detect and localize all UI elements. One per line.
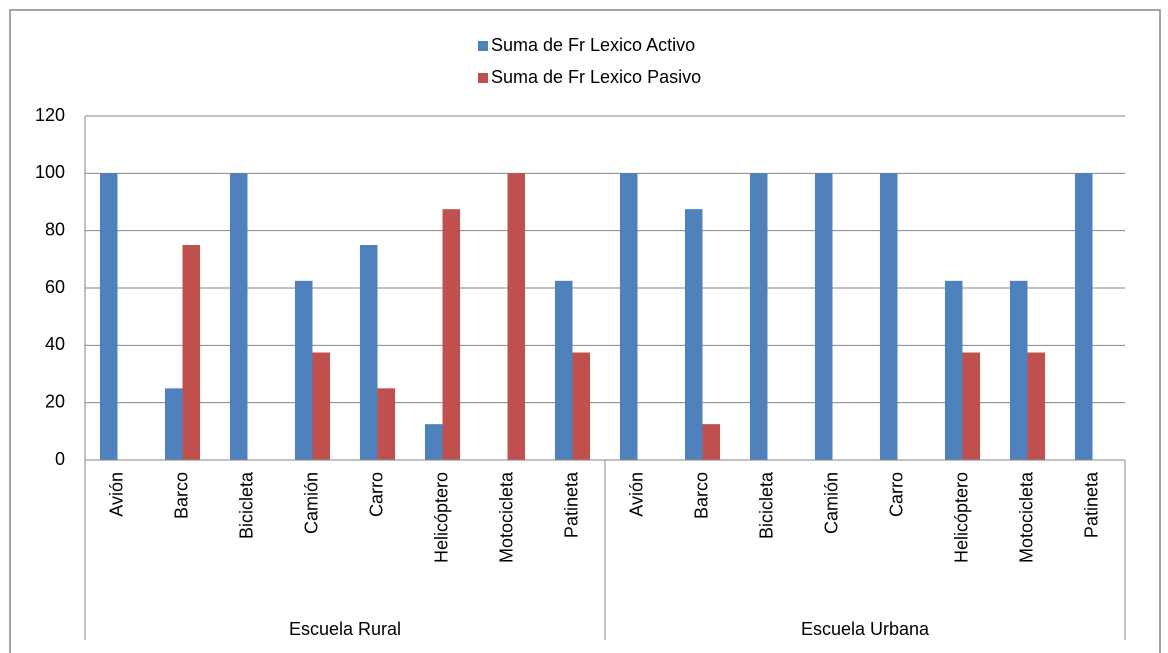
y-tick-label: 80 (45, 219, 65, 239)
y-tick-label: 100 (35, 162, 65, 182)
bar (442, 209, 461, 460)
bar (377, 388, 396, 460)
bar (294, 280, 313, 460)
bar (944, 280, 963, 460)
bar (99, 173, 118, 461)
x-tick-label: Helicóptero (951, 472, 971, 563)
bar (554, 280, 573, 460)
group-label: Escuela Urbana (801, 619, 930, 639)
x-tick-label: Patineta (1081, 471, 1101, 538)
x-tick-label: Carro (366, 472, 386, 517)
bar (684, 209, 703, 460)
x-tick-label: Camión (821, 472, 841, 534)
bar (164, 388, 183, 460)
bar (1074, 173, 1093, 461)
bar (312, 352, 331, 460)
y-tick-label: 20 (45, 391, 65, 411)
y-tick-label: 60 (45, 277, 65, 297)
x-tick-label: Barco (691, 472, 711, 519)
x-tick-label: Carro (886, 472, 906, 517)
legend-label: Suma de Fr Lexico Pasivo (491, 67, 701, 87)
bar (619, 173, 638, 461)
x-tick-label: Motocicleta (1016, 471, 1036, 563)
legend-label: Suma de Fr Lexico Activo (491, 35, 695, 55)
x-tick-label: Bicicleta (756, 471, 776, 539)
x-tick-label: Motocicleta (496, 471, 516, 563)
legend-swatch (478, 41, 488, 51)
bar (702, 424, 721, 460)
x-tick-label: Barco (171, 472, 191, 519)
bar (1027, 352, 1046, 460)
legend-swatch (478, 73, 488, 83)
bar (229, 173, 248, 461)
x-tick-label: Patineta (561, 471, 581, 538)
y-tick-label: 120 (35, 105, 65, 125)
bar (1009, 280, 1028, 460)
chart-frame (9, 9, 1161, 653)
x-tick-label: Bicicleta (236, 471, 256, 539)
x-tick-label: Camión (301, 472, 321, 534)
bar (182, 245, 201, 460)
bar (572, 352, 591, 460)
group-label: Escuela Rural (289, 619, 401, 639)
bar (814, 173, 833, 461)
bar (359, 245, 378, 460)
bar (424, 424, 443, 460)
x-tick-label: Avión (106, 472, 126, 517)
bar (879, 173, 898, 461)
bar (962, 352, 981, 460)
y-tick-label: 0 (55, 449, 65, 469)
y-tick-label: 40 (45, 334, 65, 354)
bar (749, 173, 768, 461)
bar (507, 173, 526, 461)
x-tick-label: Helicóptero (431, 472, 451, 563)
x-tick-label: Avión (626, 472, 646, 517)
